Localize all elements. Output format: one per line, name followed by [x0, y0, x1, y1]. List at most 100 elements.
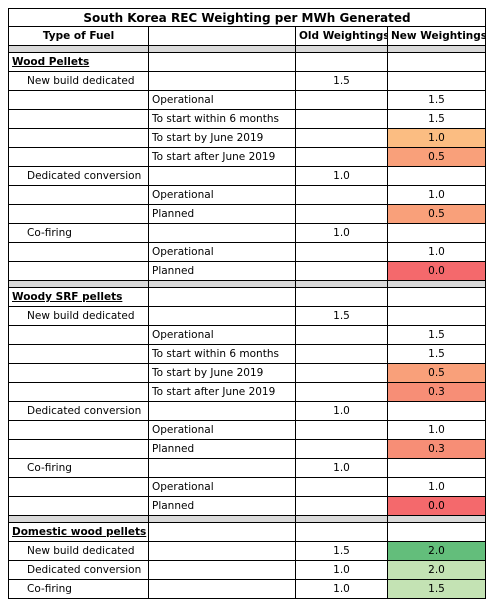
fuel-type: Co-firing	[8, 223, 149, 243]
data-row: New build dedicated 1.5	[8, 71, 487, 91]
section-row: Woody SRF pellets	[8, 287, 487, 307]
old-weighting	[295, 242, 388, 262]
separator-band	[8, 280, 487, 288]
fuel-type	[8, 109, 149, 129]
new-weighting: 1.5	[386, 90, 487, 110]
data-row: Planned 0.5	[8, 204, 487, 224]
data-row: Planned 0.3	[8, 439, 487, 459]
band-cell	[148, 45, 296, 53]
empty-cell	[386, 522, 487, 542]
section-name: Domestic wood pellets	[8, 522, 149, 542]
old-weighting	[295, 363, 388, 383]
data-row: Operational 1.5	[8, 325, 487, 345]
old-weighting: 1.0	[295, 560, 388, 580]
old-weighting	[295, 128, 388, 148]
status	[148, 401, 296, 421]
old-weighting: 1.0	[295, 458, 388, 478]
fuel-type	[8, 420, 149, 440]
old-weighting	[295, 439, 388, 459]
old-weighting	[295, 204, 388, 224]
fuel-type	[8, 242, 149, 262]
new-weighting: 1.5	[386, 325, 487, 345]
band-cell	[386, 45, 487, 53]
fuel-type: Dedicated conversion	[8, 166, 149, 186]
old-weighting	[295, 109, 388, 129]
empty-cell	[295, 52, 388, 72]
empty-cell	[148, 522, 296, 542]
status	[148, 560, 296, 580]
empty-cell	[386, 52, 487, 72]
new-weighting	[386, 166, 487, 186]
fuel-type: Co-firing	[8, 458, 149, 478]
old-weighting	[295, 344, 388, 364]
status: Operational	[148, 420, 296, 440]
fuel-type: New build dedicated	[8, 306, 149, 326]
status	[148, 541, 296, 561]
status: Operational	[148, 477, 296, 497]
old-weighting	[295, 382, 388, 402]
status: Operational	[148, 185, 296, 205]
data-row: New build dedicated 1.5	[8, 306, 487, 326]
new-weighting: 0.5	[386, 363, 487, 383]
status: To start within 6 months	[148, 344, 296, 364]
new-weighting: 1.0	[386, 420, 487, 440]
data-row: Dedicated conversion 1.0 2.0	[8, 560, 487, 580]
header-row: Type of Fuel Old Weightings New Weightin…	[8, 26, 487, 46]
old-weighting: 1.0	[295, 579, 388, 599]
data-row: Co-firing 1.0	[8, 223, 487, 243]
data-row: To start after June 2019 0.5	[8, 147, 487, 167]
status: Operational	[148, 325, 296, 345]
old-weighting	[295, 90, 388, 110]
table-title: South Korea REC Weighting per MWh Genera…	[7, 8, 487, 27]
fuel-type	[8, 382, 149, 402]
old-weighting: 1.5	[295, 71, 388, 91]
new-weighting: 1.5	[386, 344, 487, 364]
fuel-type	[8, 147, 149, 167]
data-row: Planned 0.0	[8, 496, 487, 516]
new-weighting	[386, 71, 487, 91]
table-body: South Korea REC Weighting per MWh Genera…	[7, 8, 487, 599]
empty-cell	[148, 287, 296, 307]
new-weighting	[386, 458, 487, 478]
title-row: South Korea REC Weighting per MWh Genera…	[7, 8, 487, 27]
old-weighting: 1.0	[295, 223, 388, 243]
data-row: Co-firing 1.0	[8, 458, 487, 478]
new-weighting: 2.0	[386, 541, 487, 561]
data-row: To start by June 2019 0.5	[8, 363, 487, 383]
status	[148, 166, 296, 186]
old-weighting	[295, 185, 388, 205]
separator-band	[8, 515, 487, 523]
old-weighting	[295, 477, 388, 497]
new-weighting: 0.0	[386, 496, 487, 516]
empty-cell	[295, 287, 388, 307]
band-cell	[8, 45, 149, 53]
fuel-type	[8, 261, 149, 281]
old-weighting: 1.0	[295, 401, 388, 421]
fuel-type: Co-firing	[8, 579, 149, 599]
status: To start by June 2019	[148, 128, 296, 148]
data-row: Co-firing 1.0 1.5	[8, 579, 487, 599]
fuel-type: New build dedicated	[8, 541, 149, 561]
empty-cell	[386, 287, 487, 307]
new-weighting: 1.0	[386, 477, 487, 497]
status	[148, 223, 296, 243]
new-weighting: 0.3	[386, 439, 487, 459]
fuel-type	[8, 344, 149, 364]
fuel-type	[8, 477, 149, 497]
data-row: To start after June 2019 0.3	[8, 382, 487, 402]
status	[148, 579, 296, 599]
data-row: Operational 1.0	[8, 242, 487, 262]
new-weighting: 0.5	[386, 204, 487, 224]
fuel-type	[8, 90, 149, 110]
section-row: Wood Pellets	[8, 52, 487, 72]
new-weighting: 1.0	[386, 128, 487, 148]
status: To start after June 2019	[148, 382, 296, 402]
old-weighting	[295, 420, 388, 440]
header-cell	[148, 26, 296, 46]
old-weighting	[295, 147, 388, 167]
status: To start by June 2019	[148, 363, 296, 383]
band-cell	[148, 280, 296, 288]
fuel-type: New build dedicated	[8, 71, 149, 91]
status	[148, 458, 296, 478]
new-weighting: 1.0	[386, 242, 487, 262]
